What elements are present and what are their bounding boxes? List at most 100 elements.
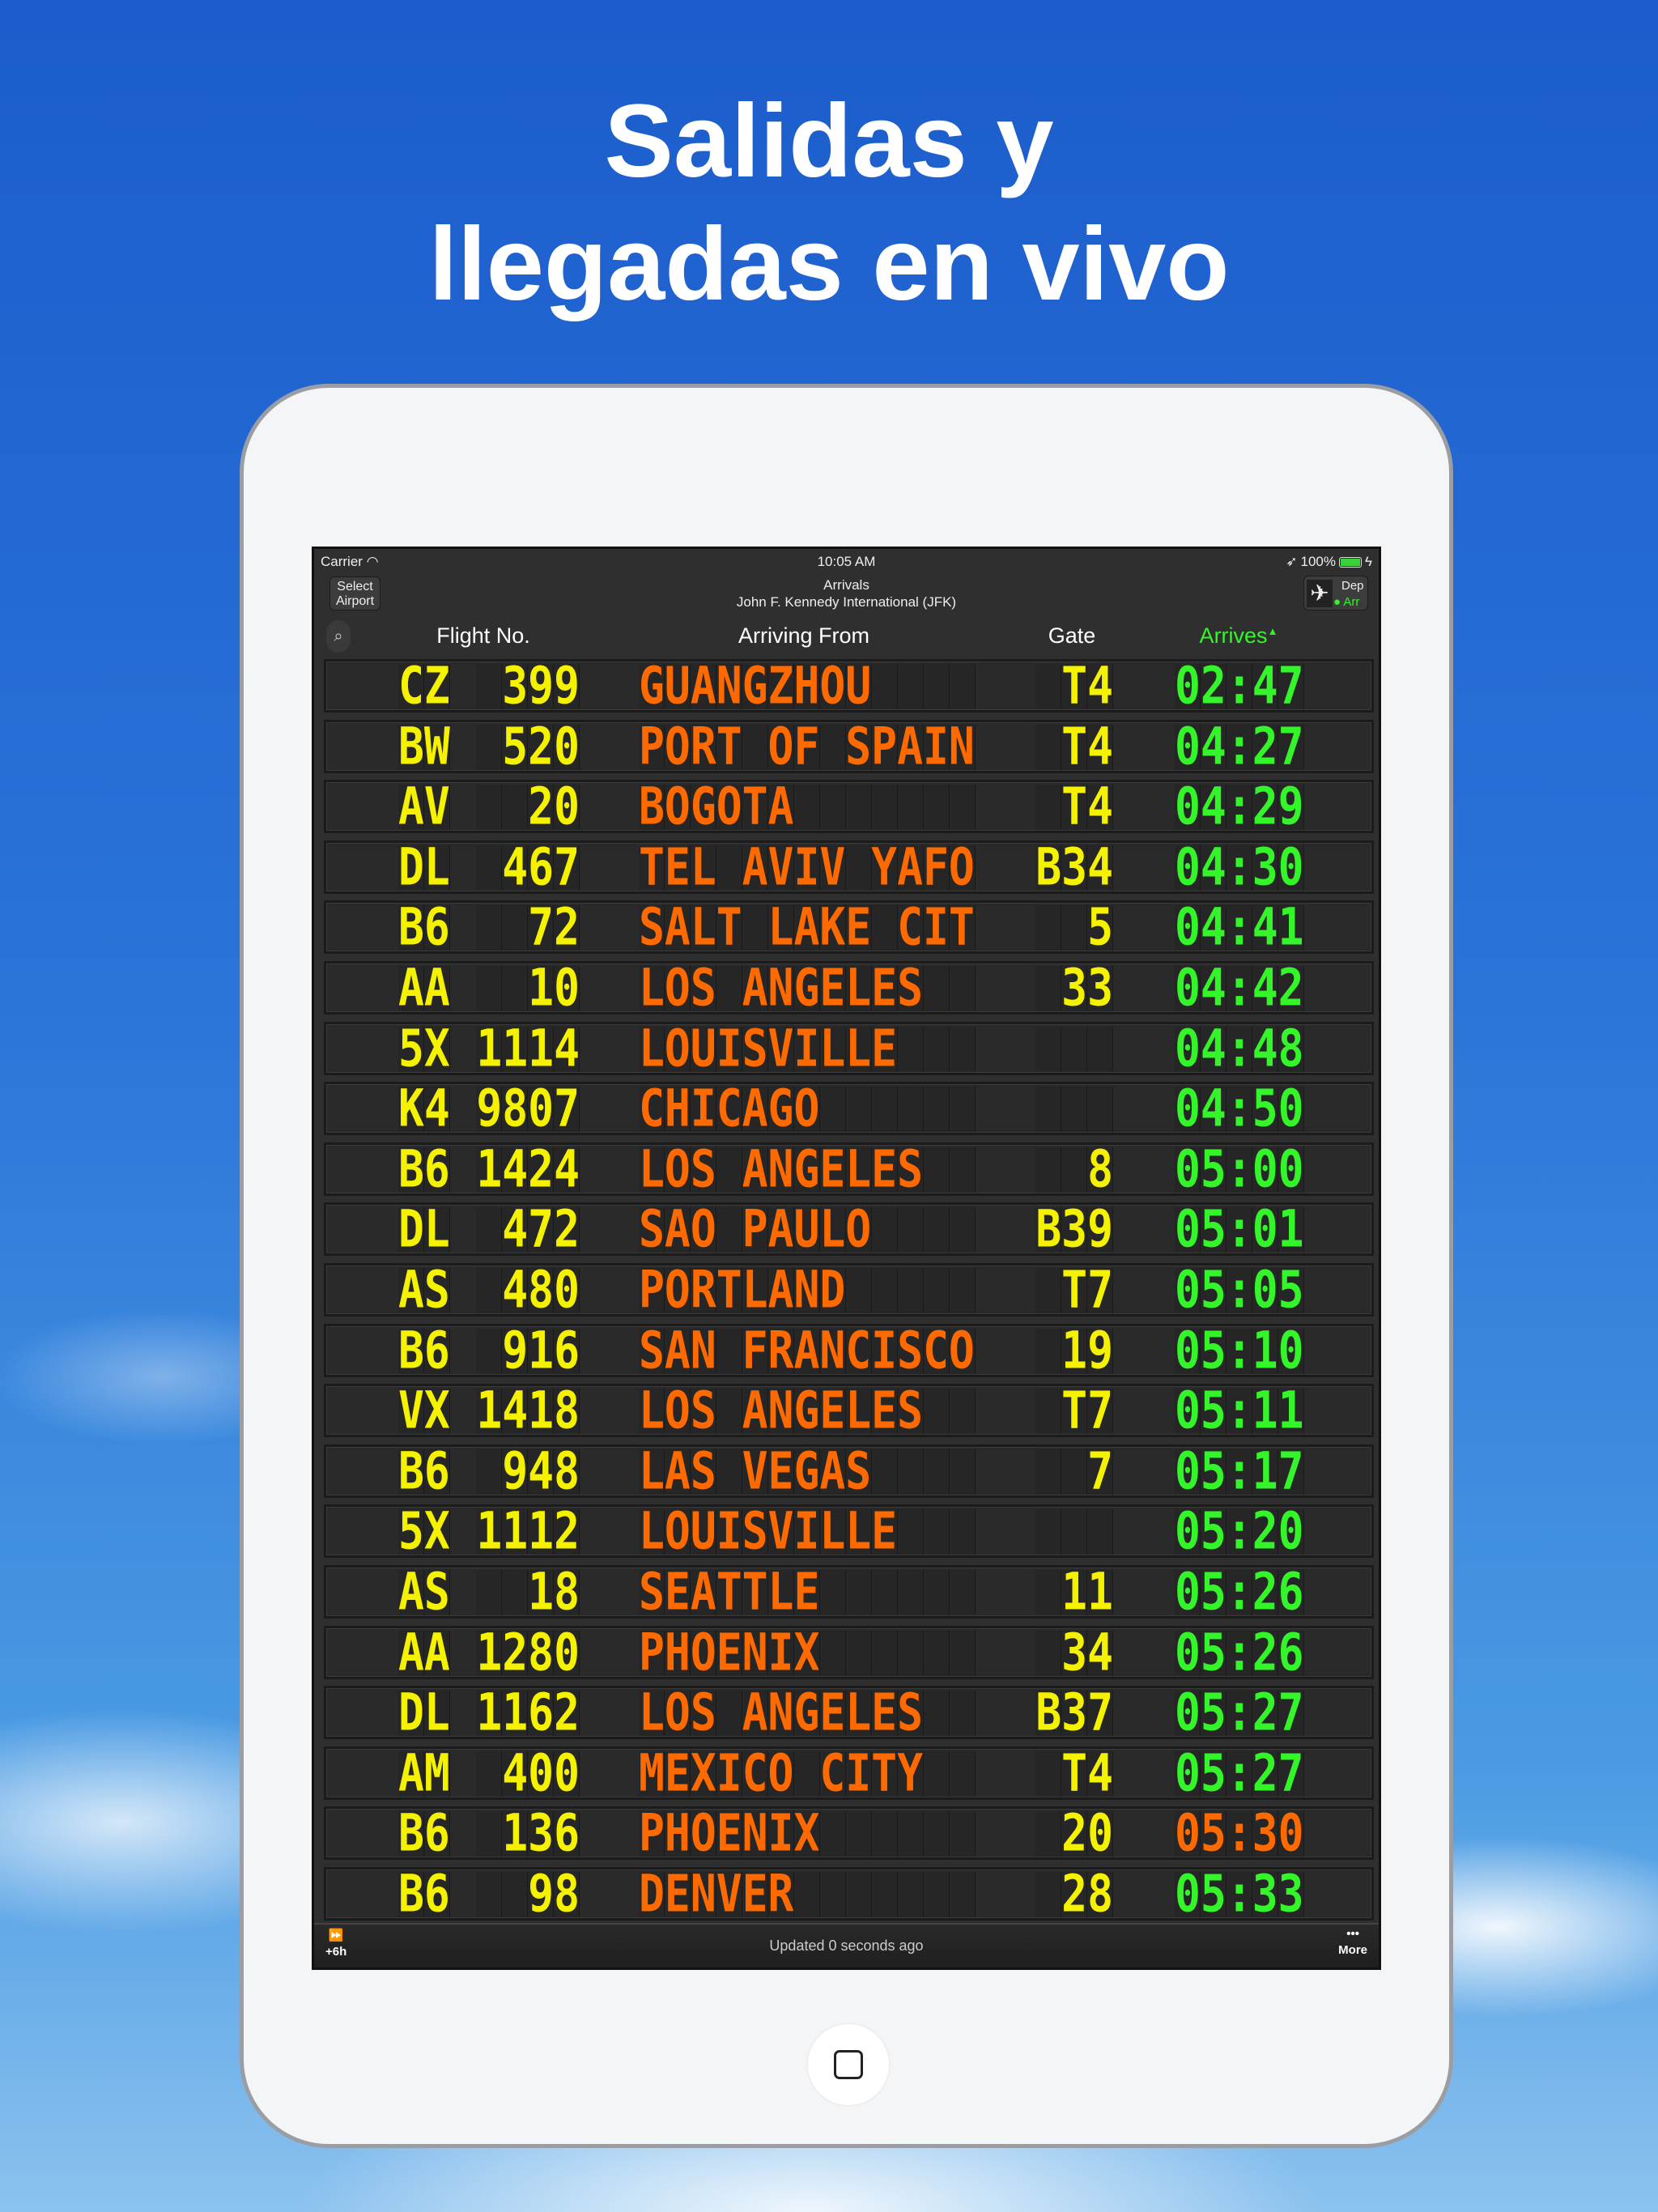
gate: B37 — [1035, 1682, 1113, 1743]
column-from[interactable]: Arriving From — [738, 623, 870, 648]
airline-code-cells: B6 — [398, 1867, 450, 1921]
airline-code: AV — [398, 776, 450, 837]
gate: 28 — [1061, 1864, 1113, 1924]
origin-city: PHOENIX — [639, 1804, 820, 1864]
table-row[interactable]: B6 1424 LOS ANGELES 8 05:00 — [324, 1139, 1374, 1199]
table-row[interactable]: AA 1280 PHOENIX 34 05:26 — [324, 1623, 1374, 1682]
gate: 8 — [1087, 1139, 1113, 1199]
airline-code: DL — [398, 1682, 450, 1743]
home-button-icon[interactable] — [808, 2024, 889, 2105]
flight-number-cells: 136 — [476, 1806, 580, 1861]
gate-cells: 8 — [1035, 1142, 1113, 1197]
arrival-time: 05:26 — [1175, 1623, 1304, 1682]
headline-line-1: Salidas y — [604, 83, 1054, 199]
arrival-time-cells: 04:41 — [1175, 900, 1304, 955]
airline-code: B6 — [398, 1321, 450, 1380]
table-row[interactable]: B6 136 PHOENIX 20 05:30 — [324, 1804, 1374, 1864]
forward-6h-button[interactable]: ⏩ +6h — [325, 1928, 346, 1960]
gate-cells: 19 — [1035, 1323, 1113, 1378]
plane-icon: ✈ — [1307, 580, 1333, 607]
arrival-time-cells: 05:05 — [1175, 1263, 1304, 1317]
toggle-arr: ● Arr — [1333, 595, 1360, 609]
column-gate[interactable]: Gate — [1048, 623, 1096, 648]
forward-label: +6h — [325, 1945, 347, 1959]
table-row[interactable]: DL 472 SAO PAULO B39 05:01 — [324, 1200, 1374, 1260]
table-row[interactable]: DL 1162 LOS ANGELES B37 05:27 — [324, 1682, 1374, 1743]
airline-code: CZ — [398, 656, 450, 716]
flight-number: 136 — [502, 1804, 580, 1864]
origin-city-cells: SAO PAULO — [639, 1202, 976, 1257]
flight-number: 472 — [502, 1200, 580, 1260]
airline-code: 5X — [398, 1502, 450, 1562]
flight-number-cells: 948 — [476, 1444, 580, 1499]
origin-city-cells: CHICAGO — [639, 1082, 976, 1136]
gate: 20 — [1061, 1804, 1113, 1864]
table-row[interactable]: BW 520 PORT OF SPAIN T4 04:27 — [324, 719, 1374, 774]
select-airport-button[interactable]: Select Airport — [329, 576, 380, 610]
table-row[interactable]: 5X 1112 LOUISVILLE 05:20 — [324, 1502, 1374, 1562]
airline-code-cells: B6 — [398, 1142, 450, 1197]
table-row[interactable]: AS 480 PORTLAND T7 05:05 — [324, 1263, 1374, 1317]
origin-city: LOUISVILLE — [639, 1502, 898, 1562]
airline-code-cells: B6 — [398, 1806, 450, 1861]
table-row[interactable]: DL 467 TEL AVIV YAFO B34 04:30 — [324, 837, 1374, 897]
origin-city-cells: LOUISVILLE — [639, 1021, 976, 1076]
table-row[interactable]: AS 18 SEATTLE 11 05:26 — [324, 1565, 1374, 1619]
table-row[interactable]: B6 98 DENVER 28 05:33 — [324, 1867, 1374, 1921]
airline-code: B6 — [398, 1864, 450, 1924]
origin-city-cells: PHOENIX — [639, 1806, 976, 1861]
flight-number: 18 — [528, 1562, 580, 1622]
column-arrives[interactable]: Arrives▲ — [1200, 623, 1278, 649]
arrival-time-cells: 04:42 — [1175, 961, 1304, 1015]
origin-city: SAO PAULO — [639, 1200, 872, 1260]
origin-city-cells: LAS VEGAS — [639, 1444, 976, 1499]
fast-forward-icon: ⏩ — [328, 1929, 344, 1942]
carrier-label: Carrier — [321, 554, 363, 569]
table-row[interactable]: CZ 399 GUANGZHOU T4 02:47 — [324, 659, 1374, 713]
table-row[interactable]: B6 916 SAN FRANCISCO 19 05:10 — [324, 1321, 1374, 1380]
gate: B34 — [1035, 837, 1113, 897]
table-row[interactable]: K4 9807 CHICAGO 04:50 — [324, 1078, 1374, 1139]
airline-code-cells: DL — [398, 1202, 450, 1257]
airline-code-cells: AA — [398, 961, 450, 1015]
table-row[interactable]: B6 72 SALT LAKE CIT 5 04:41 — [324, 898, 1374, 958]
arrival-time: 05:27 — [1175, 1743, 1304, 1803]
column-arrives-label: Arrives — [1199, 623, 1268, 648]
dep-arr-toggle[interactable]: ✈ Dep ● Arr — [1303, 576, 1368, 610]
airline-code: AA — [398, 1623, 450, 1682]
airline-code: AM — [398, 1743, 450, 1803]
gate: B39 — [1035, 1200, 1113, 1260]
table-row[interactable]: AV 20 BOGOTA T4 04:29 — [324, 776, 1374, 837]
flight-number: 1162 — [476, 1682, 580, 1743]
search-icon[interactable]: ⌕ — [326, 620, 351, 653]
arrival-time: 04:50 — [1175, 1078, 1304, 1139]
column-flight[interactable]: Flight No. — [436, 623, 530, 648]
arrival-time: 05:17 — [1175, 1441, 1304, 1501]
table-row[interactable]: 5X 1114 LOUISVILLE 04:48 — [324, 1021, 1374, 1076]
flight-number: 1424 — [476, 1139, 580, 1199]
origin-city-cells: PHOENIX — [639, 1625, 976, 1680]
gate: 19 — [1061, 1321, 1113, 1380]
more-button[interactable]: ••• More — [1338, 1926, 1367, 1959]
charging-icon: ϟ — [1365, 554, 1372, 569]
gate: 7 — [1087, 1441, 1113, 1501]
flight-number-cells: 10 — [476, 961, 580, 1015]
arrival-time-cells: 04:30 — [1175, 840, 1304, 895]
airline-code-cells: AM — [398, 1746, 450, 1801]
table-row[interactable]: AM 400 MEXICO CITY T4 05:27 — [324, 1743, 1374, 1803]
ellipsis-icon: ••• — [1346, 1927, 1359, 1941]
table-row[interactable]: VX 1418 LOS ANGELES T7 05:11 — [324, 1384, 1374, 1438]
arrival-time-cells: 05:27 — [1175, 1686, 1304, 1740]
airline-code: B6 — [398, 1804, 450, 1864]
table-row[interactable]: B6 948 LAS VEGAS 7 05:17 — [324, 1441, 1374, 1501]
gate: 11 — [1061, 1562, 1113, 1622]
airline-code-cells: DL — [398, 1686, 450, 1740]
table-row[interactable]: AA 10 LOS ANGELES 33 04:42 — [324, 961, 1374, 1015]
gate: 5 — [1087, 898, 1113, 958]
gate-cells: T4 — [1035, 659, 1113, 713]
gate-cells: T4 — [1035, 719, 1113, 774]
origin-city-cells: PORTLAND — [639, 1263, 976, 1317]
gate-cells: B39 — [1035, 1202, 1113, 1257]
toggle-arr-label: Arr — [1343, 595, 1360, 609]
gate-cells — [1035, 1509, 1113, 1555]
